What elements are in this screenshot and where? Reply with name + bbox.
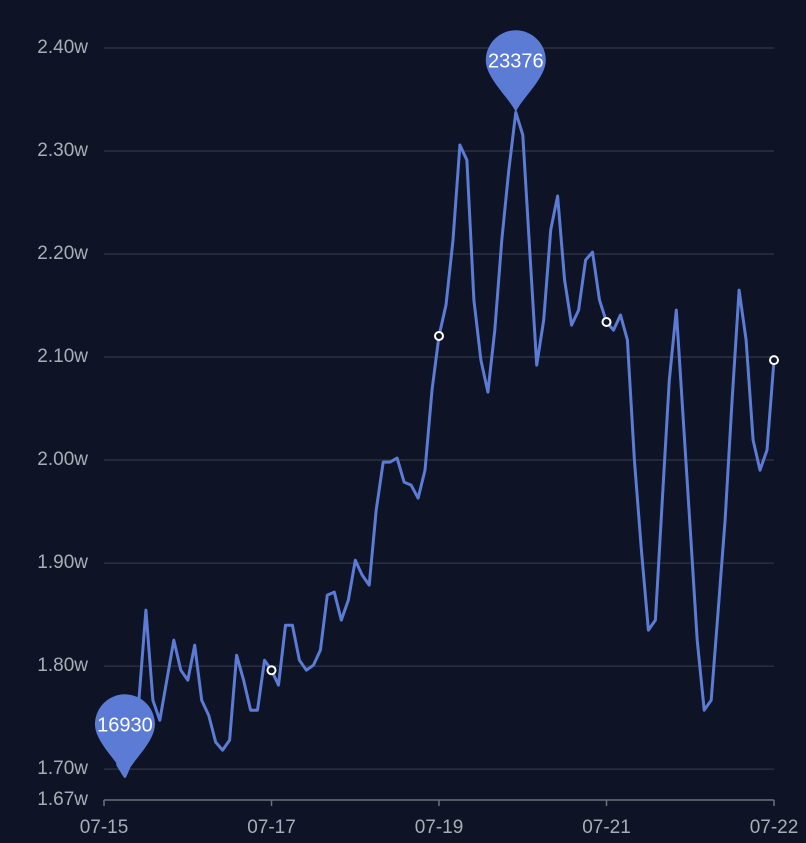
y-tick-label: 1.90w [37, 552, 88, 573]
y-tick-label: 2.00w [37, 449, 88, 470]
y-tick-label: 1.70w [37, 758, 88, 779]
pin [94, 694, 155, 777]
pin-label: 23376 [488, 51, 544, 73]
y-tick-label: 1.67w [37, 789, 88, 810]
point [601, 317, 612, 328]
y-tick-label: 2.40w [37, 37, 88, 58]
point [769, 355, 779, 366]
x-tick-label: 07-22 [750, 817, 799, 838]
y-tick-label: 2.10w [37, 346, 88, 367]
x-tick-label: 07-21 [582, 817, 631, 838]
pin-label: 16930 [97, 715, 153, 737]
x-tick-label: 07-19 [415, 817, 464, 838]
point [434, 331, 444, 342]
x-tick-label: 07-15 [80, 817, 129, 838]
y-tick-label: 2.30w [37, 140, 88, 161]
pin [485, 30, 546, 113]
y-tick-label: 1.80w [37, 655, 88, 676]
line [102, 110, 776, 778]
point [266, 665, 277, 676]
y-tick-label: 2.20w [37, 243, 88, 264]
x-tick-label: 07-17 [247, 817, 296, 838]
